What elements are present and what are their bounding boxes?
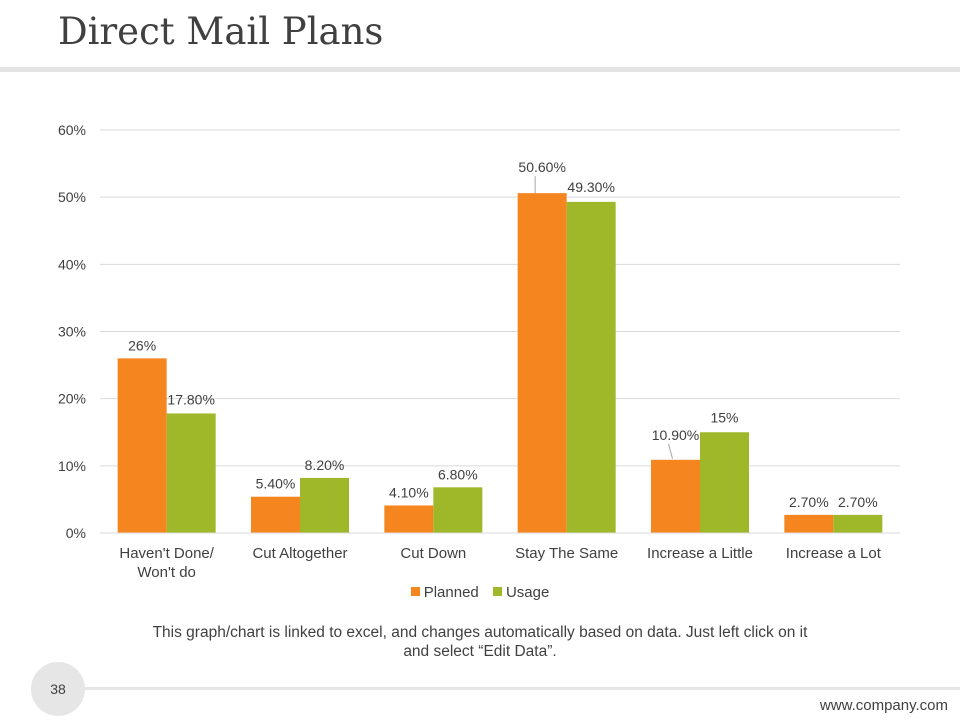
bar-planned [384,505,434,533]
data-label-planned: 10.90% [652,427,699,443]
legend-swatch-usage [492,587,502,596]
bar-usage [300,477,349,533]
y-tick-label: 40% [58,256,86,272]
data-label-usage: 2.70% [838,494,878,510]
bar-usage [433,487,483,533]
title-divider [0,67,960,72]
bar-planned [117,358,167,533]
bar-planned [651,459,700,533]
website-url: www.company.com [819,697,948,714]
data-label-usage: 15% [710,409,738,425]
chart-legend: Planned Usage [0,584,960,601]
bar-planned [784,514,834,533]
y-tick-label: 30% [58,324,86,340]
data-label-usage: 17.80% [167,391,214,407]
y-tick-label: 20% [58,391,86,407]
bar-usage [166,413,216,533]
y-tick-label: 60% [58,122,86,138]
slide-title: Direct Mail Plans [58,10,384,53]
legend-swatch-planned [410,587,420,596]
chart-note: This graph/chart is linked to excel, and… [152,624,808,660]
page-number-badge: 38 [31,662,85,716]
x-tick-label: Haven't Done/ [119,545,214,562]
legend-label-usage: Usage [505,584,550,601]
data-label-planned: 2.70% [789,494,829,510]
legend-label-planned: Planned [423,584,479,601]
data-label-leader [668,443,673,459]
legend-item-usage: Usage [492,584,550,601]
page-number: 38 [50,681,66,697]
bar-planned [517,193,567,534]
data-label-usage: 49.30% [567,179,614,195]
x-tick-label: Stay The Same [515,545,618,562]
bar-usage [833,514,883,533]
data-label-usage: 6.80% [438,466,478,482]
data-label-usage: 8.20% [305,457,345,473]
y-tick-label: 10% [58,458,86,474]
y-tick-label: 0% [66,525,86,541]
x-tick-label: Increase a Little [647,545,753,562]
data-label-planned: 5.40% [256,476,296,492]
x-tick-label: Cut Altogether [252,545,347,562]
bar-usage [566,201,616,533]
x-tick-label: Won't do [137,564,195,581]
data-label-planned: 50.60% [518,159,565,175]
bar-planned [251,496,300,533]
bar-usage [700,432,749,533]
y-tick-label: 50% [58,189,86,205]
x-tick-label: Cut Down [400,545,466,562]
legend-item-planned: Planned [410,584,479,601]
data-label-planned: 26% [128,337,156,353]
data-label-planned: 4.10% [389,484,429,500]
footer-divider [85,687,960,690]
x-tick-label: Increase a Lot [786,545,882,562]
